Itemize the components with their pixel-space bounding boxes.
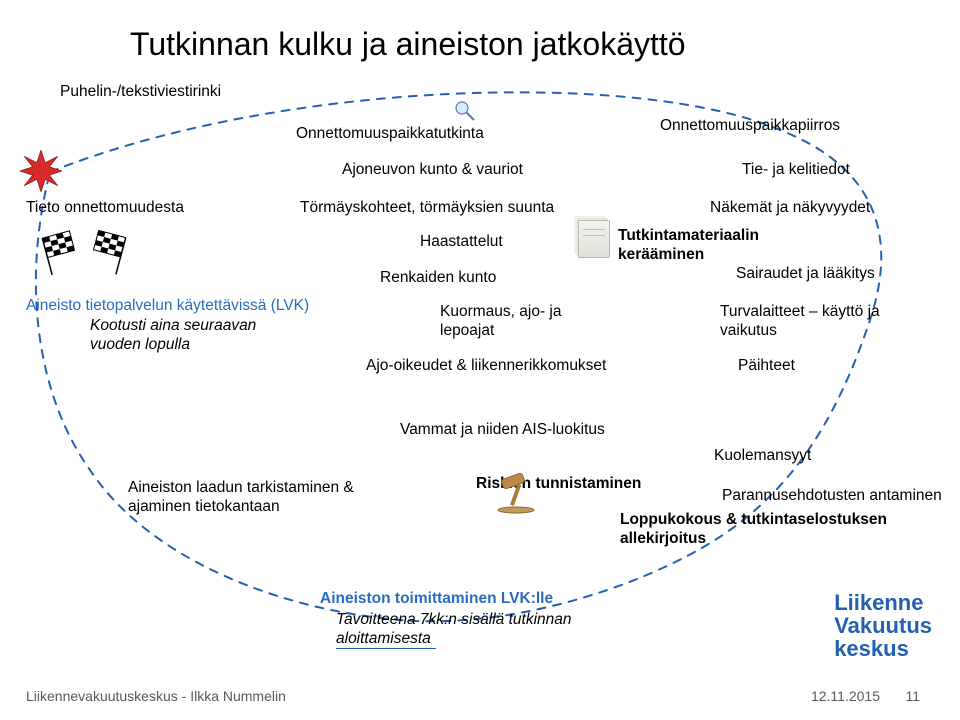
label-aineisto-lvk: Aineisto tietopalvelun käytettävissä (LV… [26,296,326,315]
logo-line-3: keskus [834,637,932,660]
label-puhelin: Puhelin-/tekstiviestirinki [60,82,221,101]
underline [336,648,436,649]
label-tavoitteena: Tavoitteena 7kk:n sisällä tutkinnan aloi… [336,610,596,649]
label-renkaiden: Renkaiden kunto [380,268,496,287]
label-ajooikeudet: Ajo-oikeudet & liikennerikkomukset [366,356,606,375]
page-title: Tutkinnan kulku ja aineiston jatkokäyttö [130,26,850,63]
label-paihteeet: Päihteet [738,356,795,375]
logo-line-1: Liikenne [834,591,932,614]
label-kuolemansyyt: Kuolemansyyt [714,446,811,465]
paper-stack-icon [578,220,610,258]
label-tieto: Tieto onnettomuudesta [26,198,184,217]
label-tutkinta-mat: Tutkintamateriaalin kerääminen [618,226,768,265]
label-aineiston-toim: Aineiston toimittaminen LVK:lle [320,590,553,608]
label-tormays: Törmäyskohteet, törmäyksien suunta [300,198,554,217]
label-kuormaus: Kuormaus, ajo- ja lepoajat [440,302,580,341]
logo: Liikenne Vakuutus keskus [834,591,932,660]
label-laatu: Aineiston laadun tarkistaminen & ajamine… [128,478,368,517]
gavel-icon [492,470,540,519]
label-ajoneuvo: Ajoneuvon kunto & vauriot [342,160,523,179]
flags-icon [40,230,130,281]
label-sairaudet: Sairaudet ja lääkitys [736,264,875,283]
label-aineisto-sub: Kootusti aina seuraavan vuoden lopulla [90,316,300,355]
label-parannus: Parannusehdotusten antaminen [722,486,942,505]
label-onpaikkapiirros: Onnettomuuspaikkapiirros [660,116,840,135]
label-onnettomuuspaikkatutkinta: Onnettomuuspaikkatutkinta [296,124,484,143]
label-vammat: Vammat ja niiden AIS-luokitus [400,420,605,439]
label-nakemat: Näkemät ja näkyvyydet [710,198,870,217]
footer-page: 11 [905,688,920,704]
footer-date: 12.11.2015 [811,688,880,704]
label-turva: Turvalaitteet – käyttö ja vaikutus [720,302,900,341]
footer-left: Liikennevakuutuskeskus - Ilkka Nummelin [26,688,286,704]
magnifier-icon [454,100,476,122]
label-loppu: Loppukokous & tutkintaselostuksen alleki… [620,510,920,549]
logo-line-2: Vakuutus [834,614,932,637]
label-tiekeli: Tie- ja kelitiedot [742,160,850,179]
label-haastattelut: Haastattelut [420,232,503,251]
burst-icon [20,150,62,192]
